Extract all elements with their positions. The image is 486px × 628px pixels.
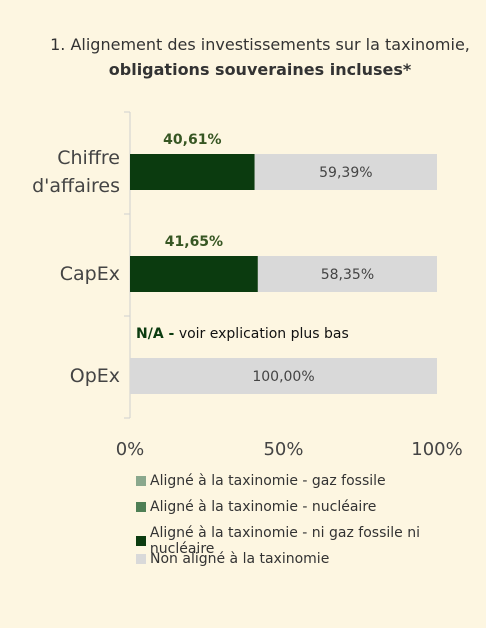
bar-segment xyxy=(254,154,437,190)
bar-segment xyxy=(257,256,437,292)
data-label: 100,00% xyxy=(252,369,314,385)
data-label: 59,39% xyxy=(319,165,372,181)
bar-segment xyxy=(130,154,255,190)
legend-label: Aligné à la taxinomie - nucléaire xyxy=(150,499,377,515)
bar-segment xyxy=(130,358,437,394)
category-label: OpEx xyxy=(69,365,120,387)
title-text: 1. Alignement des investissements sur la… xyxy=(50,35,470,54)
legend-entry: Non aligné à la taxinomie xyxy=(136,551,329,567)
legend-label: Aligné à la taxinomie - gaz fossile xyxy=(150,473,386,489)
legend-label: Non aligné à la taxinomie xyxy=(150,551,330,567)
category-label: Chiffre d'affaires xyxy=(32,147,120,197)
annotation: N/A - voir explication plus bas xyxy=(136,326,349,342)
annotation-text: voir explication plus bas xyxy=(178,326,349,342)
data-label: 41,65% xyxy=(165,234,223,250)
legend-entry: Aligné à la taxinomie - ni gaz fossile n… xyxy=(136,525,486,557)
legend-swatch xyxy=(136,476,146,486)
legend-entry: Aligné à la taxinomie - gaz fossile xyxy=(136,473,386,489)
annotation-bold: N/A - xyxy=(136,326,175,342)
legend-swatch xyxy=(136,536,146,546)
category-label: CapEx xyxy=(59,263,120,285)
legend-label: Aligné à la taxinomie - ni gaz fossile n… xyxy=(149,525,420,557)
bar-segment xyxy=(130,256,258,292)
legend-entry: Aligné à la taxinomie - nucléaire xyxy=(136,499,376,515)
legend-swatch xyxy=(136,502,146,512)
x-tick-label: 100% xyxy=(411,439,462,460)
x-tick-label: 50% xyxy=(263,439,303,460)
x-tick-label: 0% xyxy=(116,439,145,460)
chart-title: 1. Alignement des investissements sur la… xyxy=(50,32,470,82)
data-label: 58,35% xyxy=(321,267,374,283)
title-bold: obligations souveraines incluses* xyxy=(108,60,412,79)
data-label: 40,61% xyxy=(163,132,221,148)
legend-swatch xyxy=(136,554,146,564)
